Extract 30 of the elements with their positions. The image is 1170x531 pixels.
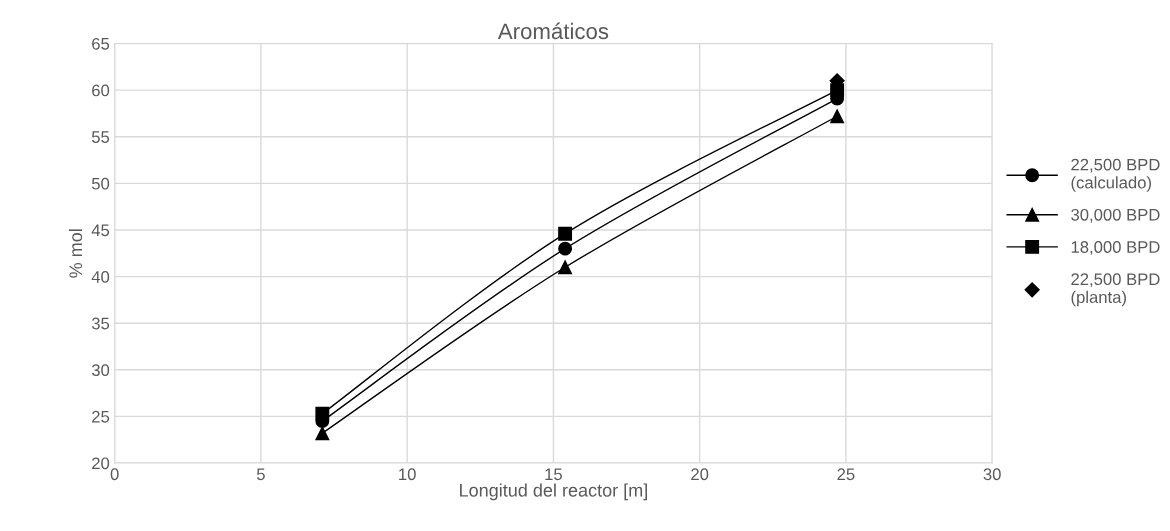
chart-title: Aromáticos xyxy=(497,22,609,40)
x-tick-label: 0 xyxy=(110,468,119,481)
x-tick-label: 15 xyxy=(545,468,562,481)
point xyxy=(558,260,573,275)
y-tick-label: 30 xyxy=(91,364,110,377)
y-tick-label: 50 xyxy=(91,177,110,190)
legend-label: 18,000 BPD xyxy=(1071,241,1160,255)
y-axis-title: % mol xyxy=(68,229,83,278)
x-tick-label: 20 xyxy=(691,468,709,481)
point xyxy=(558,241,573,256)
x-tick-label: 25 xyxy=(837,468,855,481)
x-tick-label: 10 xyxy=(399,468,416,481)
point xyxy=(830,109,845,124)
legend-label: 22,500 BPD (calculado) xyxy=(1071,158,1160,192)
point xyxy=(558,226,573,241)
y-tick-label: 65 xyxy=(92,37,110,50)
y-tick-label: 20 xyxy=(92,457,110,470)
y-tick-label: 55 xyxy=(91,131,110,143)
x-tick-label: 30 xyxy=(983,468,1001,481)
point xyxy=(315,426,330,441)
x-tick-label: 5 xyxy=(256,468,265,481)
legend-label: 22,500 BPD (planta) xyxy=(1071,273,1160,307)
point xyxy=(315,406,330,421)
y-tick-label: 60 xyxy=(92,84,110,97)
x-axis-title: Longitud del reactor [m] xyxy=(460,483,647,501)
y-tick-label: 35 xyxy=(91,317,110,330)
y-tick-label: 25 xyxy=(92,410,110,423)
y-tick-label: 45 xyxy=(91,224,110,237)
y-tick-label: 40 xyxy=(91,270,110,283)
legend-label: 30,000 BPD xyxy=(1071,208,1160,223)
